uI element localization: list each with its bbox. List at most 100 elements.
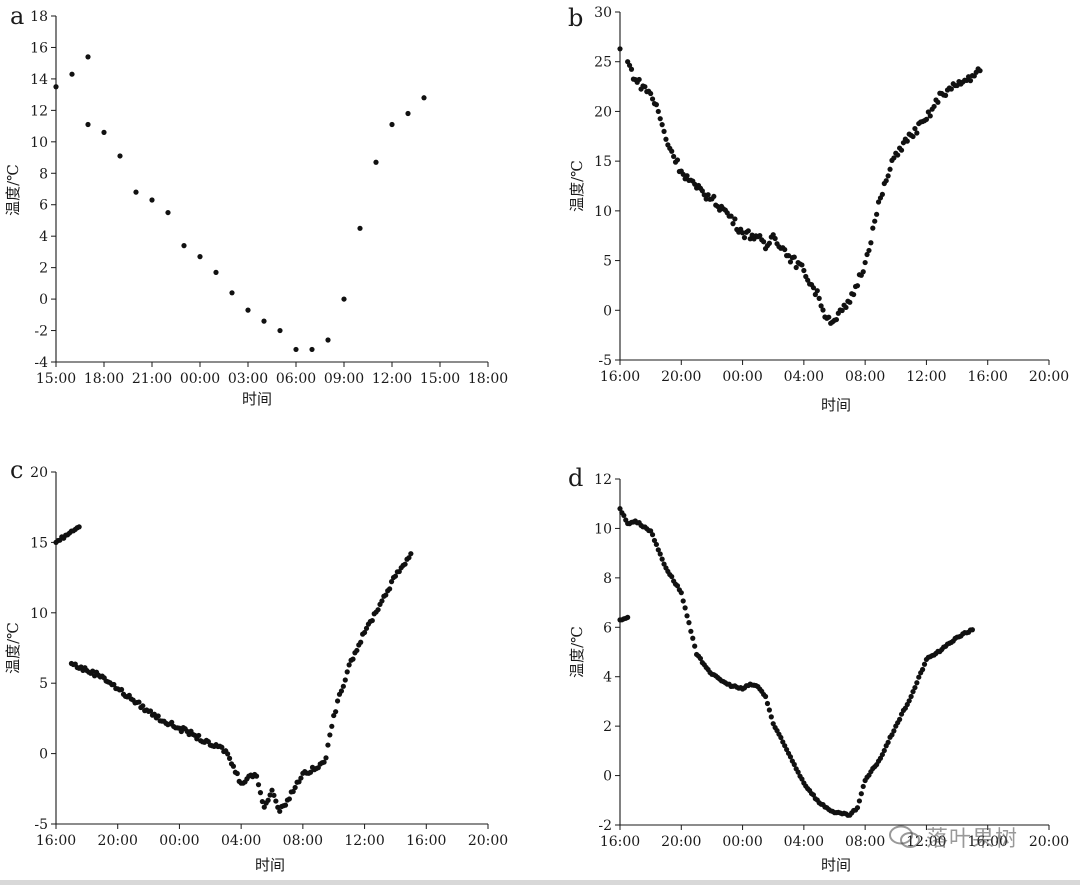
data-point (234, 770, 240, 777)
x-tick-label: 20:00 (1029, 369, 1069, 385)
y-tick-label: 8 (603, 571, 612, 587)
data-point (766, 707, 772, 713)
data-point (799, 776, 805, 782)
data-point (389, 121, 395, 128)
data-point (875, 199, 882, 205)
data-point (265, 797, 271, 803)
x-tick-label: 16:00 (600, 369, 640, 385)
data-point (791, 761, 797, 768)
x-tick-label: 20:00 (98, 833, 138, 849)
y-tick-label: 18 (30, 9, 48, 25)
data-points (53, 524, 414, 814)
data-point (912, 125, 918, 132)
x-tick-label: 21:00 (132, 371, 172, 387)
data-point (655, 108, 661, 115)
x-tick-label: 16:00 (406, 833, 446, 849)
data-point (625, 614, 631, 621)
data-point (682, 605, 688, 611)
data-point (309, 346, 315, 353)
data-point (155, 713, 161, 719)
data-point (292, 784, 298, 791)
x-tick-label: 12:00 (344, 833, 384, 849)
data-point (757, 232, 763, 239)
axis-frame (619, 479, 1049, 826)
data-point (361, 629, 368, 636)
data-points (617, 46, 983, 326)
data-point (762, 693, 769, 700)
data-point (255, 782, 262, 788)
data-point (874, 211, 880, 217)
y-tick-label: -2 (598, 818, 612, 834)
data-point (969, 627, 975, 633)
y-tick-label: 10 (594, 204, 612, 220)
data-point (925, 109, 931, 115)
x-tick-label: 00:00 (722, 369, 762, 385)
data-point (895, 152, 901, 158)
data-point (885, 173, 891, 179)
data-point (375, 607, 381, 613)
data-point (699, 188, 705, 194)
x-tick-label: 08:00 (845, 834, 885, 850)
x-tick-label: 04:00 (784, 369, 824, 385)
data-point (927, 113, 933, 119)
x-axis-title: 时间 (242, 390, 272, 408)
data-point (331, 712, 337, 719)
x-tick-label: 06:00 (276, 371, 316, 387)
data-point (669, 148, 675, 154)
data-point (697, 655, 704, 662)
data-point (897, 716, 903, 722)
y-tick-label: 10 (30, 135, 48, 151)
data-point (889, 732, 895, 738)
data-point (866, 247, 872, 254)
y-tick-label: 0 (603, 769, 612, 785)
x-tick-label: 12:00 (906, 834, 946, 850)
data-point (801, 267, 807, 274)
data-point (628, 66, 635, 72)
y-tick-label: 0 (39, 747, 48, 763)
data-point (76, 524, 82, 530)
data-point (111, 681, 117, 688)
data-point (257, 790, 264, 796)
chart-panel-d: d -2 0 2 4 6 8 10 12 16:00 20:00 00:00 04:00 08:00 12:… (568, 464, 1069, 874)
data-point (333, 709, 339, 715)
data-point (621, 512, 627, 519)
data-point (879, 191, 885, 197)
data-point (358, 639, 364, 645)
data-point (692, 643, 698, 649)
y-tick-label: 20 (30, 465, 48, 481)
data-point (293, 346, 299, 353)
panel-letter: d (568, 464, 583, 492)
data-point (649, 96, 656, 102)
y-tick-label: 6 (39, 198, 48, 214)
data-point (338, 688, 345, 694)
data-point (406, 555, 412, 561)
x-axis-title: 时间 (821, 856, 851, 874)
axis-frame (55, 16, 488, 363)
data-points (617, 506, 975, 818)
data-point (910, 133, 916, 140)
data-point (342, 677, 348, 683)
y-tick-label: 25 (594, 55, 612, 71)
x-tick-label: 18:00 (84, 371, 124, 387)
data-point (344, 669, 350, 675)
data-point (690, 635, 696, 641)
y-tick-label: 8 (39, 166, 48, 182)
x-tick-label: 20:00 (661, 369, 701, 385)
y-tick-label: 0 (603, 303, 612, 319)
data-point (661, 128, 667, 134)
x-tick-label: 20:00 (661, 834, 701, 850)
data-point (149, 197, 155, 203)
x-tick-label: 16:00 (36, 833, 76, 849)
y-tick-label: 16 (30, 40, 48, 56)
x-tick-label: 09:00 (324, 371, 364, 387)
data-point (816, 295, 822, 301)
data-point (772, 235, 778, 242)
data-point (225, 751, 231, 757)
data-point (935, 99, 941, 105)
data-point (910, 689, 916, 695)
axis-frame (55, 472, 488, 825)
y-tick-label: 20 (594, 104, 612, 120)
data-point (684, 613, 690, 619)
data-point (833, 316, 840, 323)
